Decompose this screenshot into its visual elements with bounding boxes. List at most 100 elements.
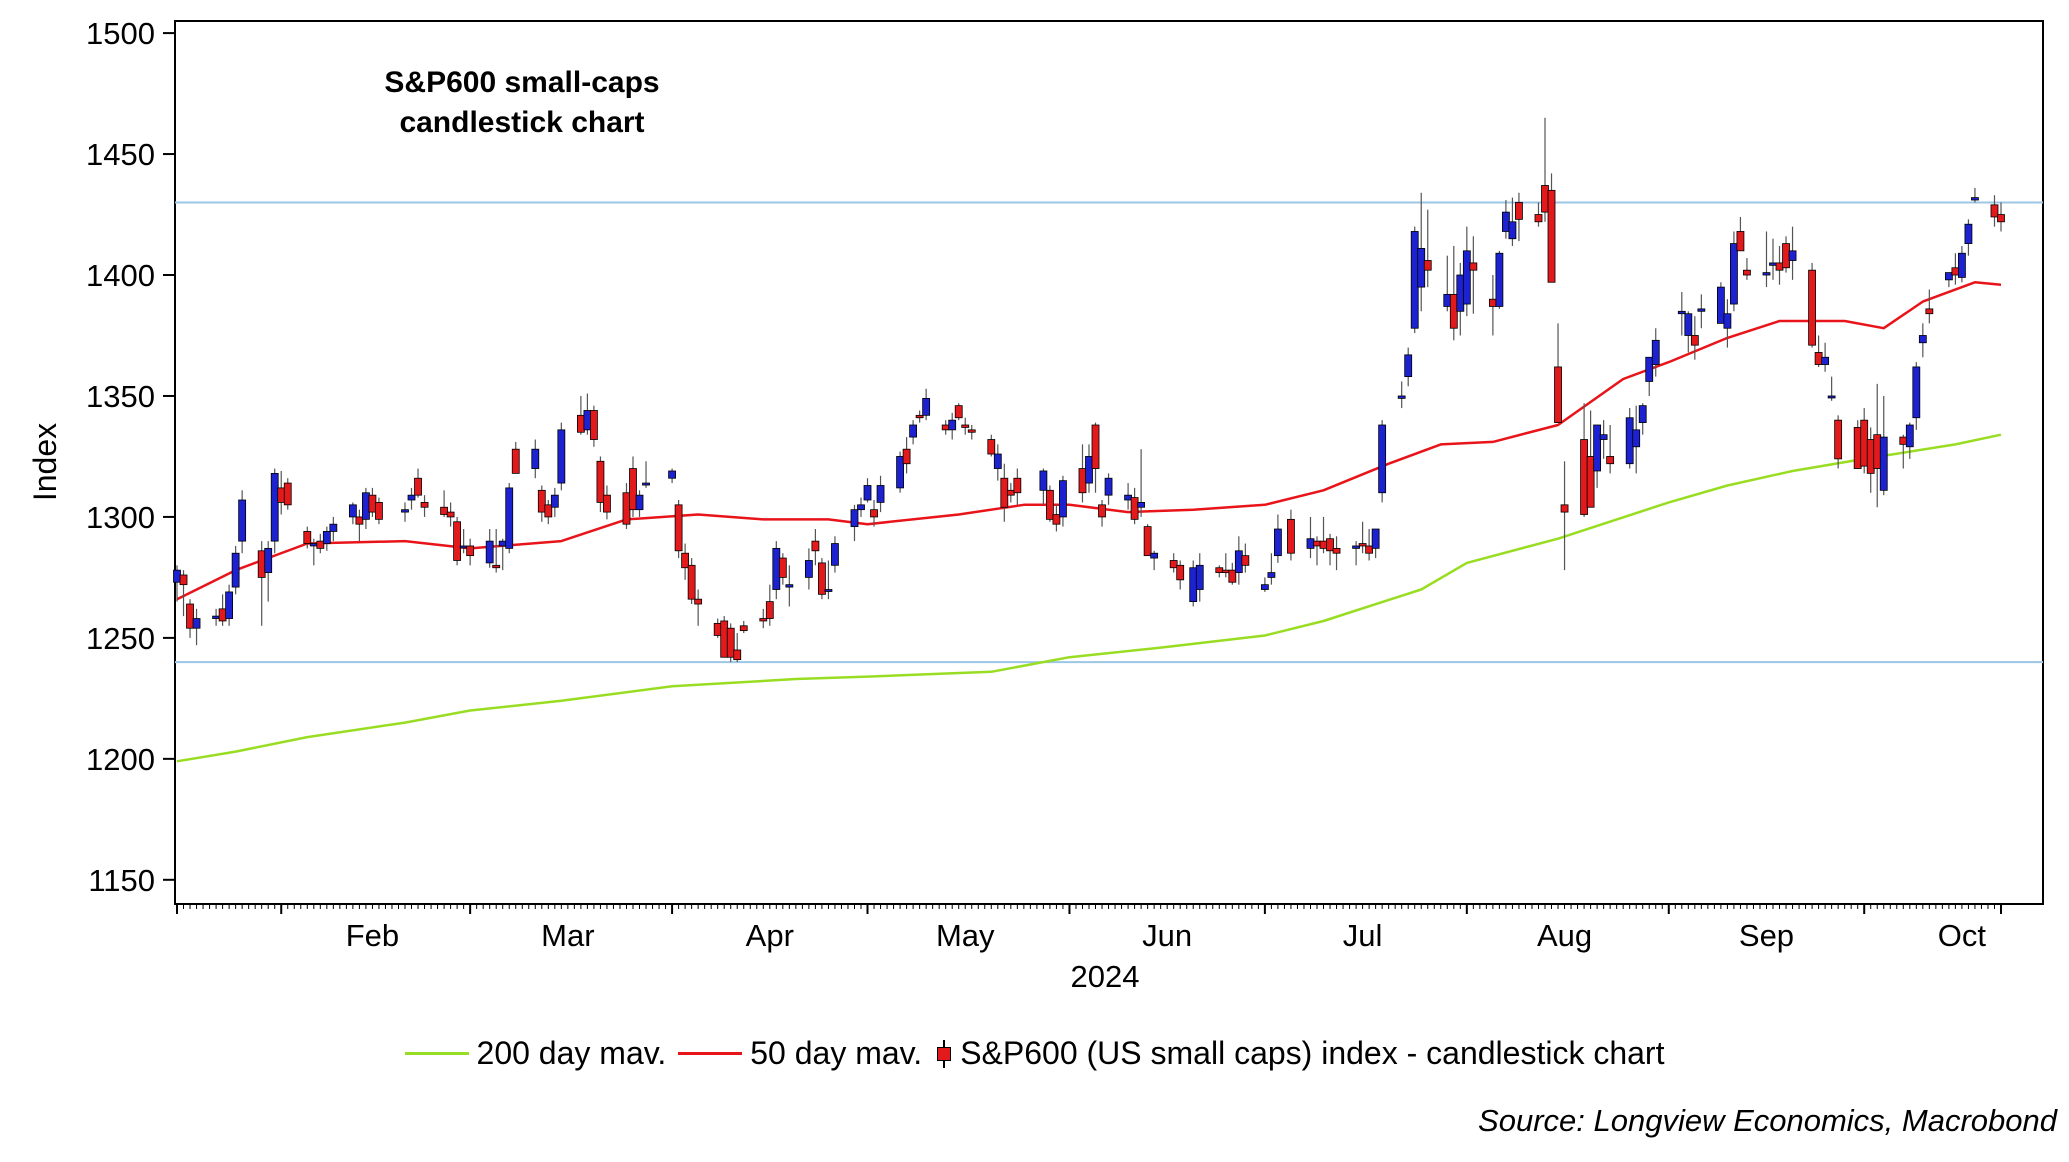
candle [915,410,924,423]
candle-body [1853,427,1862,469]
candle-body [739,625,748,632]
candle-body [1443,293,1452,307]
candle [1124,483,1132,510]
candle [446,502,455,527]
candle [212,608,220,626]
candle-body [668,470,676,479]
candle [1469,236,1478,314]
candle-body [186,603,194,629]
candle [590,405,598,447]
candle-body [1997,214,2005,223]
candle [257,541,266,626]
candle [440,490,448,517]
candle-body [1632,429,1641,448]
candle [1137,449,1146,517]
candle [407,487,416,510]
candle [557,422,566,491]
candle-body [785,584,794,588]
candle [1775,245,1784,285]
candle-body [1404,354,1413,378]
y-tick-label: 1150 [88,863,155,898]
candle [1267,553,1276,585]
candle [1925,289,1934,324]
candle-body [1006,489,1015,496]
candle-body [212,615,220,619]
candle-body [1378,424,1387,494]
candle [1554,323,1562,423]
candle-body [603,494,611,513]
candle-body [1925,308,1934,315]
candle [231,545,240,595]
candle-body [1287,518,1295,554]
candle-body [993,453,1002,469]
candle-body [818,562,826,595]
candle [1443,255,1452,312]
candle [1228,562,1237,585]
candle [1853,420,1862,469]
candle-body [531,448,540,469]
candle [857,497,865,517]
candle-body [733,649,742,661]
candle-body [1547,189,1556,283]
candle [1625,408,1634,469]
candle-body [720,620,729,658]
candle-body [459,545,468,549]
candle [818,558,826,600]
candle-body [1365,545,1374,554]
y-tick-label: 1350 [86,379,155,414]
candle-body [446,511,455,518]
moving-average-line [176,281,2002,601]
candle-body [1488,298,1497,307]
candle [192,608,201,646]
candle [635,490,644,517]
chart-title-line-2: candlestick chart [399,106,644,139]
candle [1547,173,1556,283]
candle-body [420,502,429,508]
candle [1821,342,1830,372]
candle-body [1775,262,1784,271]
candle-body [1039,470,1048,491]
candle-body [1534,214,1543,223]
candles [173,117,2005,663]
candle [1176,560,1185,590]
x-tick-label: May [936,918,995,953]
candle-body [824,589,833,592]
candle-body [948,419,957,431]
x-tick-label: Mar [541,918,594,953]
candle-body [1560,504,1569,513]
candle [1039,468,1048,505]
candle-body [1234,550,1243,573]
candle-body [954,405,963,419]
candle [694,589,703,626]
candle-body [1215,567,1224,573]
legend-swatch-200-day [404,1052,469,1055]
y-tick-label: 1250 [86,621,155,656]
candle [1332,536,1341,571]
candle-body [309,543,318,547]
candle [1456,262,1465,336]
candle [1241,543,1250,573]
candle [1918,323,1927,358]
x-tick-label: Oct [1938,918,1987,953]
candle [1808,262,1816,348]
candle-body [1990,204,1999,218]
y-tick-label: 1400 [86,258,155,293]
candle [804,548,813,590]
candle [1684,311,1693,353]
x-tick-label: Jun [1142,918,1192,953]
candle [277,470,286,515]
candle [420,495,429,517]
candle [687,558,696,605]
candle-body [1899,436,1908,445]
candle [674,499,683,559]
candle [1078,444,1087,503]
candle-body [850,509,859,528]
candle-body [1606,456,1615,465]
candle-body [218,608,227,622]
candle [1912,362,1921,430]
candle [831,536,839,573]
candle [303,526,312,549]
y-axis-label: Index [27,423,63,501]
candle [1814,335,1823,367]
candle [1873,383,1882,508]
